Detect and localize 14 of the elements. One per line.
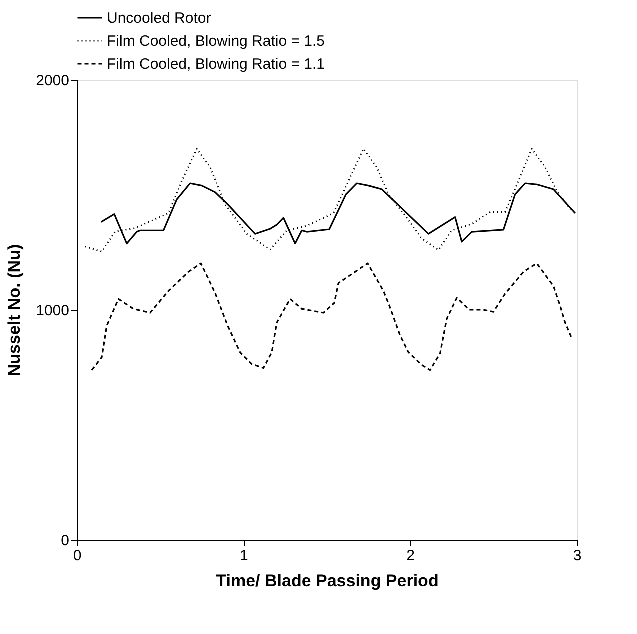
y-axis-title: Nusselt No. (Nu) (5, 244, 24, 377)
x-tick-label: 1 (240, 548, 248, 564)
y-tick-label: 1000 (36, 302, 70, 320)
x-tick-label: 3 (573, 548, 582, 564)
y-tick-label: 2000 (36, 72, 70, 90)
line-series (91, 262, 573, 372)
legend-label: Uncooled Rotor (107, 10, 212, 27)
x-axis-title: Time/ Blade Passing Period (216, 572, 439, 590)
x-tick-label: 0 (73, 548, 82, 564)
line-series (84, 148, 573, 253)
x-tick-label: 2 (406, 548, 416, 564)
legend-label: Film Cooled, Blowing Ratio = 1.1 (107, 56, 326, 73)
y-tick-label: 0 (61, 532, 70, 550)
legend-label: Film Cooled, Blowing Ratio = 1.5 (107, 33, 326, 50)
